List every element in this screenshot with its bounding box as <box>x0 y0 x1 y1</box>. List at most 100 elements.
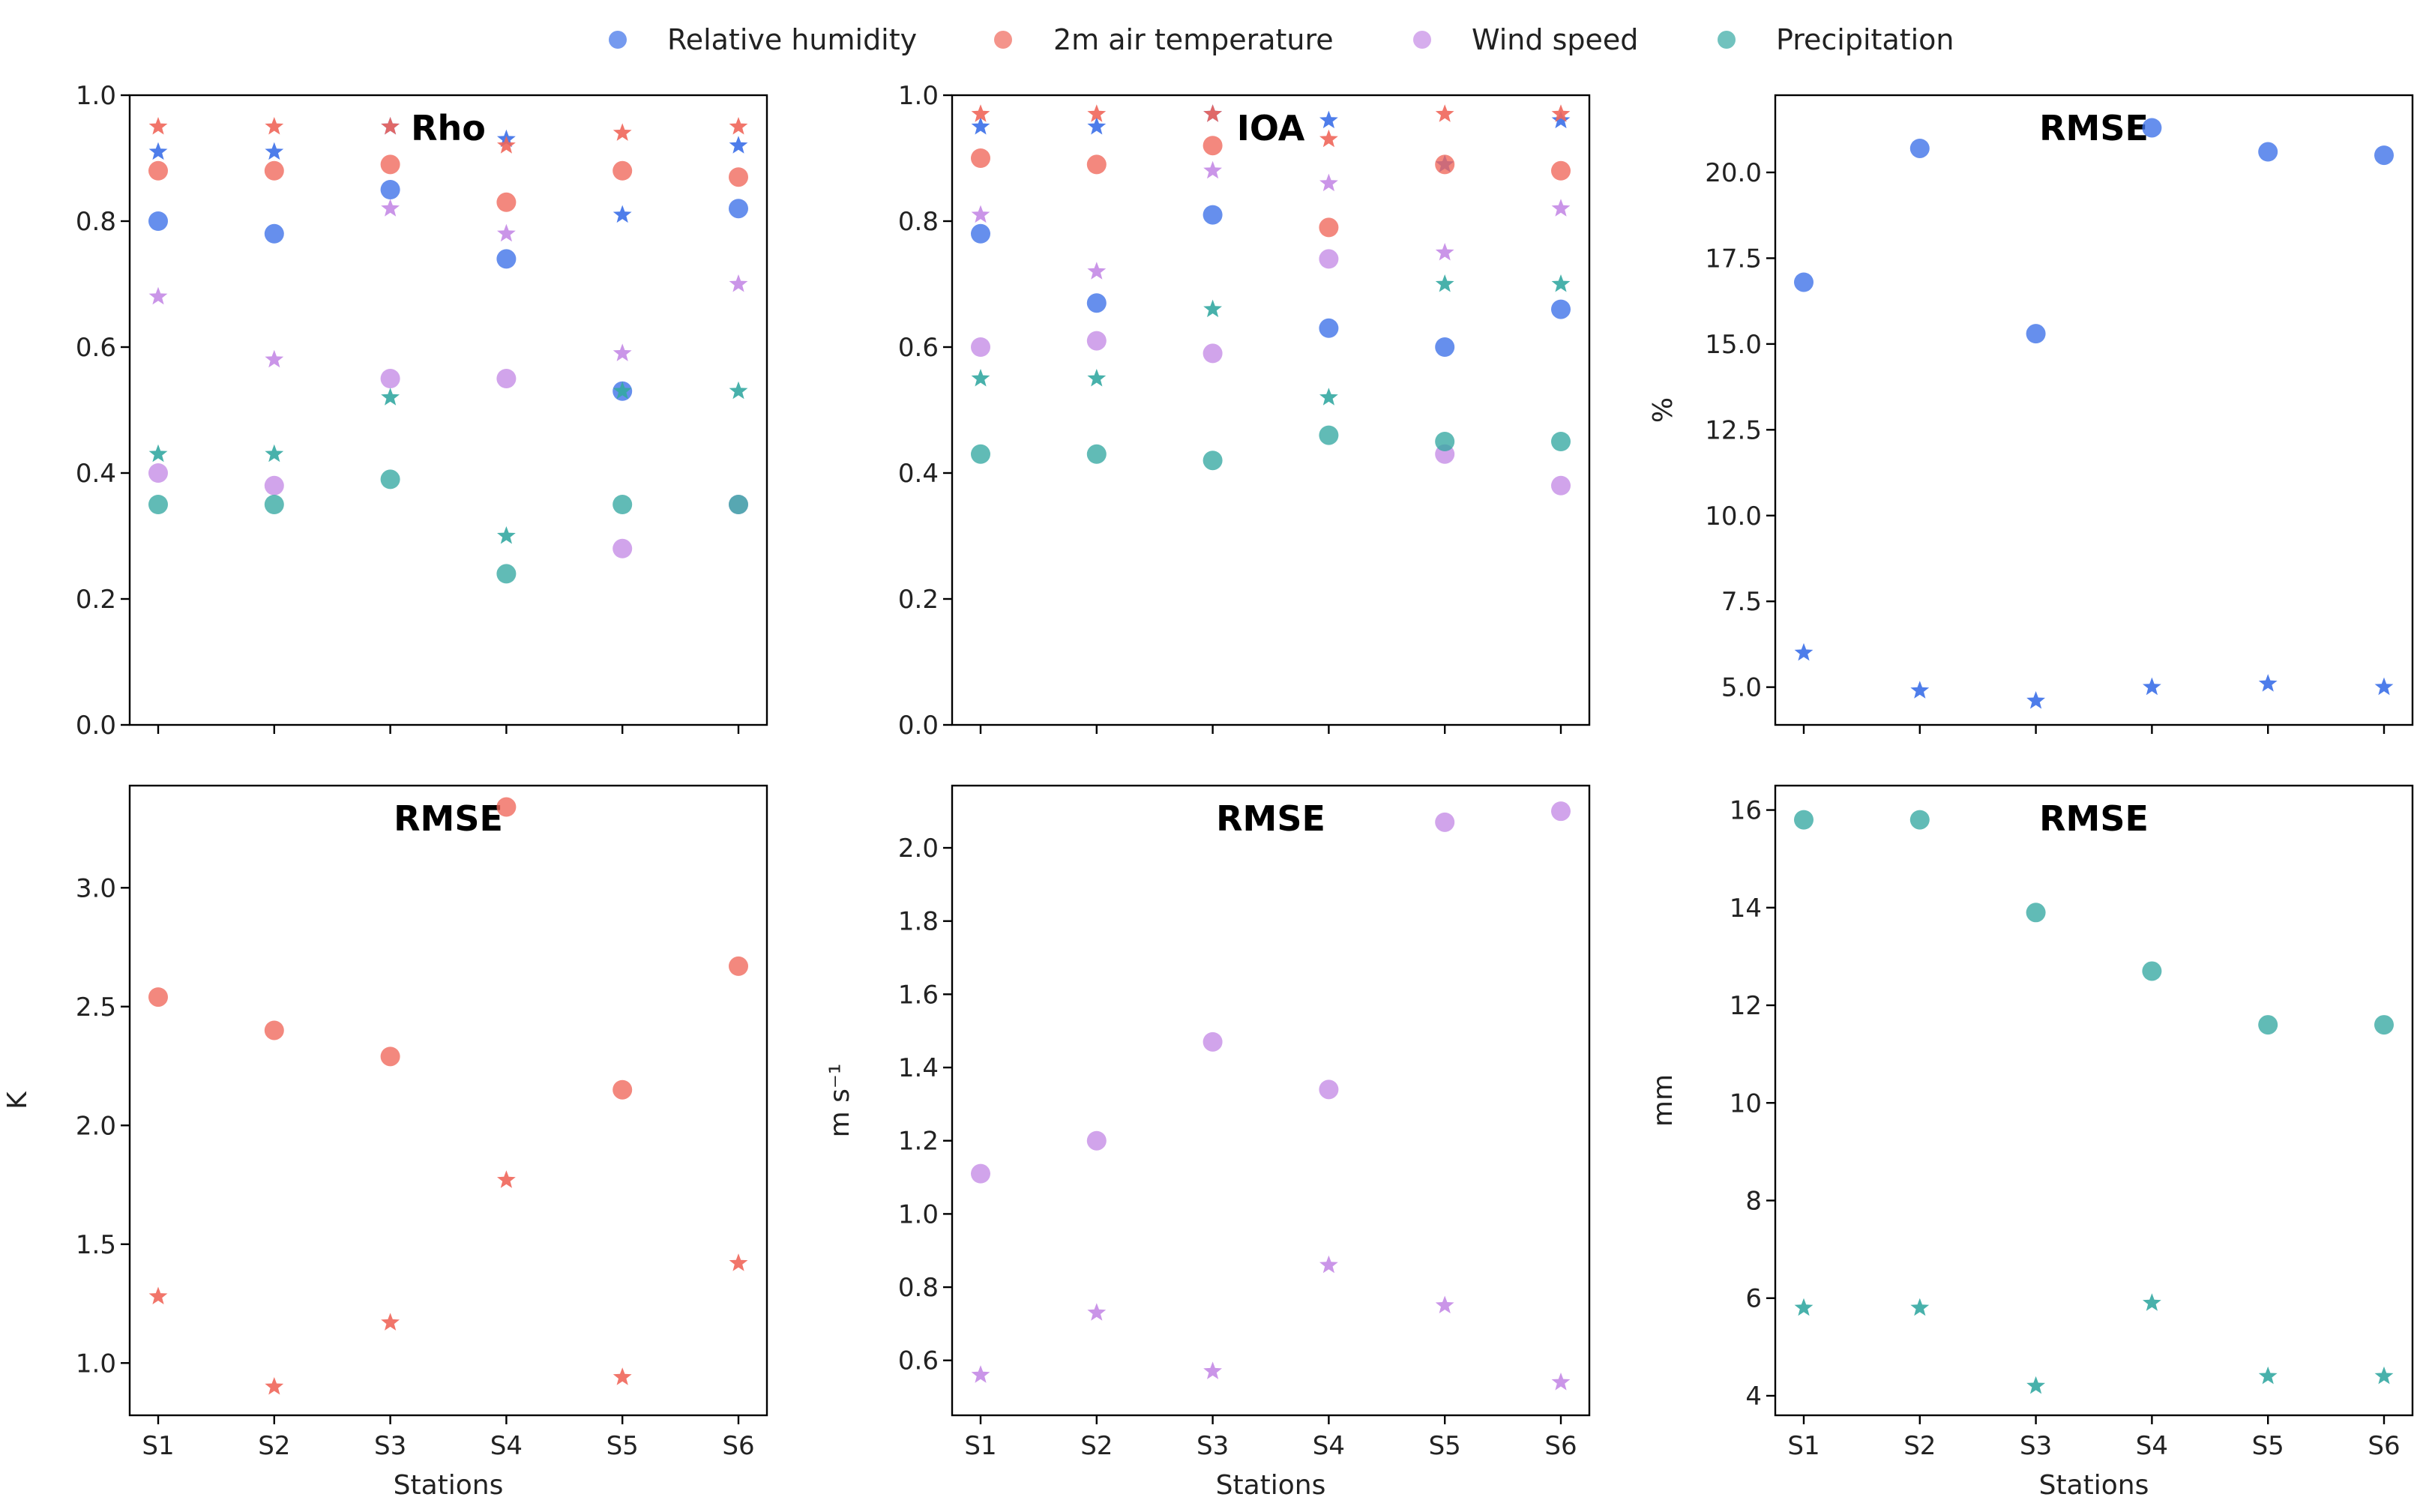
legend-label-rh: Relative humidity <box>667 23 917 56</box>
data-point-star <box>1087 262 1107 280</box>
data-point-circle <box>1319 318 1339 338</box>
series-pr-star <box>971 274 1571 406</box>
y-tick-label: 1.0 <box>76 1349 116 1379</box>
legend-label-pr: Precipitation <box>1776 23 1954 56</box>
data-point-star <box>1087 104 1107 122</box>
x-tick-label: S1 <box>1787 1431 1820 1461</box>
data-point-circle <box>1086 331 1107 351</box>
panels: 0.0 0.2 0.4 0.6 0.8 1.0 Rho 0.0 0.2 0.4 0.6 0.8 1.0 I… <box>2 81 2414 1501</box>
y-tick-label: 16 <box>1730 796 1762 826</box>
legend-marker-ws <box>1413 31 1431 49</box>
y-tick-label: 12.5 <box>1705 415 1762 445</box>
data-point-star <box>2258 1366 2278 1385</box>
data-point-star <box>1319 1255 1338 1274</box>
data-point-circle <box>612 1079 633 1100</box>
panel-title: RMSE <box>1216 798 1325 839</box>
data-point-star <box>2143 1293 2161 1311</box>
x-tick-label: S6 <box>2368 1431 2400 1461</box>
data-point-circle <box>2026 324 2046 344</box>
data-point-star <box>2026 691 2045 709</box>
y-tick-label: 0.6 <box>898 333 939 363</box>
data-point-circle <box>1319 1079 1339 1100</box>
data-point-circle <box>729 167 748 187</box>
panel-title: RMSE <box>2039 108 2149 148</box>
panel-ioa: 0.0 0.2 0.4 0.6 0.8 1.0 IOA <box>898 81 1591 741</box>
x-tick-label: S5 <box>2252 1431 2284 1461</box>
data-point-star <box>971 205 990 223</box>
data-point-star <box>729 381 748 400</box>
data-point-circle <box>971 148 990 168</box>
y-tick-label: 7.5 <box>1721 587 1762 617</box>
panel-rmse-ws: 0.6 0.8 1.0 1.2 1.4 1.6 1.8 2.0 S1 S2 S3 S4 S5 S6 RMSE… <box>825 784 1591 1501</box>
data-point-star <box>1319 129 1338 148</box>
series-rh-circle <box>148 180 748 401</box>
data-point-circle <box>264 495 284 514</box>
legend-label-ws: Wind speed <box>1472 23 1638 56</box>
y-tick-label: 2.5 <box>76 993 116 1022</box>
data-point-star <box>1203 160 1222 179</box>
data-point-star <box>612 123 632 141</box>
y-tick-label: 0.8 <box>76 207 116 237</box>
panel-rmse-t2m: 1.0 1.5 2.0 2.5 3.0 S1 S2 S3 S4 S5 S6 RMSE K <box>2 784 768 1461</box>
data-point-circle <box>1203 343 1223 364</box>
data-point-star <box>612 1367 632 1385</box>
series-t2m-star <box>148 1170 748 1395</box>
data-point-circle <box>1086 293 1107 313</box>
y-axis-label: K <box>2 1091 33 1109</box>
data-point-circle <box>1203 205 1223 225</box>
data-point-star <box>1203 1361 1222 1379</box>
data-point-circle <box>380 180 400 199</box>
data-point-circle <box>729 495 748 514</box>
series-ws-circle <box>148 369 748 558</box>
y-tick-label: 0.4 <box>76 459 116 489</box>
data-point-star <box>729 1253 748 1271</box>
series-rh-circle <box>971 205 1571 357</box>
data-point-circle <box>1794 810 1814 830</box>
data-point-circle <box>2374 145 2394 166</box>
y-tick-label: 1.5 <box>76 1230 116 1260</box>
series-pr-star <box>148 381 748 544</box>
data-point-star <box>612 205 632 223</box>
data-point-star <box>1551 199 1571 217</box>
data-point-circle <box>1086 444 1107 464</box>
data-point-star <box>1087 1303 1107 1321</box>
series-pr-circle <box>148 469 748 584</box>
data-point-circle <box>1551 299 1571 319</box>
data-point-circle <box>2142 961 2162 981</box>
data-point-star <box>729 117 748 135</box>
x-tick-label: S6 <box>722 1431 754 1461</box>
y-tick-label: 8 <box>1745 1186 1762 1216</box>
data-point-star <box>381 117 400 135</box>
data-point-star <box>971 369 990 387</box>
x-tick-label: S6 <box>1544 1431 1577 1461</box>
data-point-star <box>1435 104 1454 122</box>
data-point-circle <box>380 369 400 388</box>
data-point-star <box>1087 117 1107 135</box>
series-t2m-circle <box>148 797 748 1100</box>
data-point-circle <box>264 223 284 244</box>
y-tick-label: 0.0 <box>898 711 939 741</box>
data-point-circle <box>1319 425 1339 445</box>
y-tick-label: 2.0 <box>76 1111 116 1141</box>
y-tick-label: 1.0 <box>898 1199 939 1229</box>
data-point-circle <box>148 987 168 1008</box>
data-point-star <box>497 526 516 544</box>
series-rh-circle <box>1794 118 2394 344</box>
data-point-circle <box>1551 432 1571 451</box>
y-tick-label: 12 <box>1730 991 1762 1021</box>
data-point-circle <box>1203 1031 1223 1052</box>
data-point-circle <box>1086 1130 1107 1151</box>
data-point-circle <box>612 495 633 514</box>
data-point-star <box>1551 110 1571 129</box>
y-tick-label: 1.4 <box>898 1053 939 1083</box>
y-tick-label: 0.6 <box>76 333 116 363</box>
data-point-star <box>1794 1298 1814 1316</box>
data-point-circle <box>148 495 168 514</box>
data-point-circle <box>729 199 748 219</box>
data-point-circle <box>612 160 633 181</box>
series-ws-circle <box>971 249 1571 496</box>
x-axis-label: Stations <box>2039 1470 2149 1501</box>
data-point-star <box>1551 1373 1571 1391</box>
data-point-circle <box>1319 249 1339 269</box>
x-tick-label: S3 <box>1197 1431 1229 1461</box>
